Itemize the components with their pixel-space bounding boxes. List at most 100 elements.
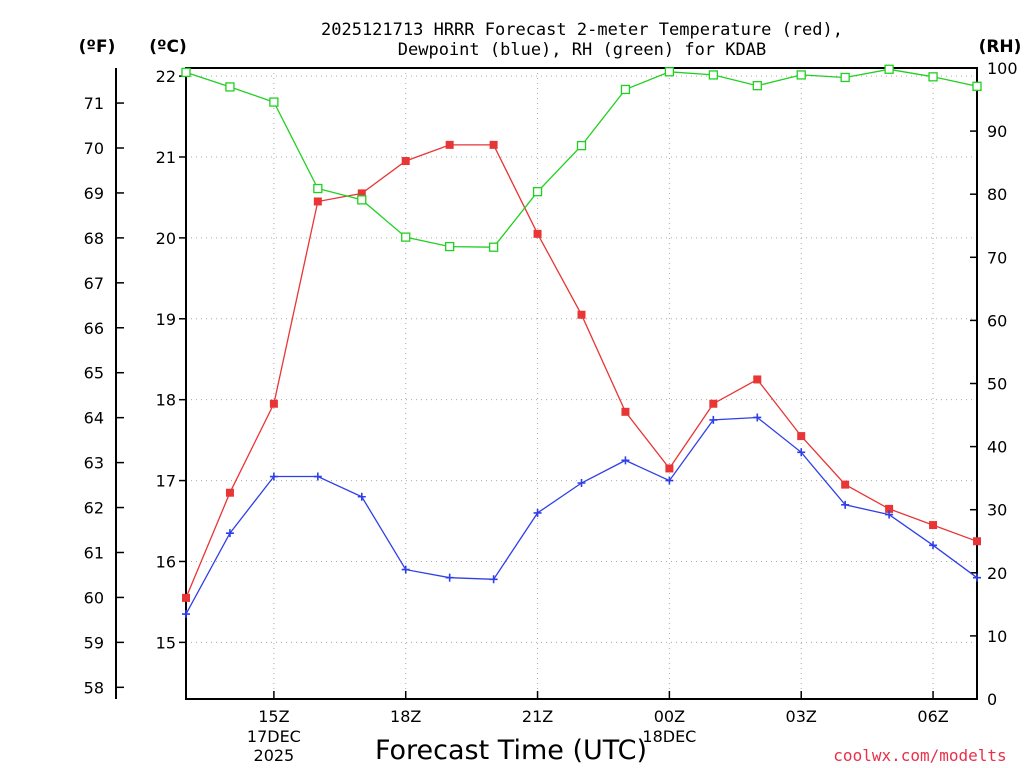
dewpoint-point-7 <box>489 575 498 584</box>
temperature-point-3 <box>313 197 322 206</box>
x-tick-label-21Z: 21Z <box>522 707 553 726</box>
temperature-point-9 <box>577 310 586 319</box>
dewpoint-point-4 <box>357 492 366 501</box>
celsius-tick-label-17: 17 <box>156 472 176 491</box>
fahrenheit-tick-label-59: 59 <box>84 633 104 652</box>
site-credit: coolwx.com/modelts <box>833 746 1006 765</box>
fahrenheit-tick-label-64: 64 <box>84 409 104 428</box>
fahrenheit-tick-label-67: 67 <box>84 274 104 293</box>
temperature-point-15 <box>841 480 850 489</box>
rh-tick-label-0: 0 <box>987 690 997 709</box>
temperature-point-7 <box>489 140 498 149</box>
x-axis-label: Forecast Time (UTC) <box>375 735 647 766</box>
fahrenheit-tick-label-61: 61 <box>84 543 104 562</box>
temperature-point-5 <box>401 157 410 166</box>
chart-title-line-2: Dewpoint (blue), RH (green) for KDAB <box>398 40 766 60</box>
rh-point-2 <box>269 97 279 107</box>
fahrenheit-tick-label-65: 65 <box>84 364 104 383</box>
data-series <box>181 64 982 619</box>
temperature-point-12 <box>709 399 718 408</box>
rh-point-3 <box>313 183 323 194</box>
celsius-unit-label: (ºC) <box>149 37 187 57</box>
dewpoint-point-10 <box>621 456 630 465</box>
dewpoint-point-3 <box>313 472 322 481</box>
temperature-point-14 <box>797 432 806 441</box>
rh-point-18 <box>972 81 982 91</box>
celsius-tick-label-20: 20 <box>156 229 176 248</box>
rh-point-11 <box>664 67 675 77</box>
rh-point-6 <box>445 241 455 252</box>
rh-tick-label-40: 40 <box>987 438 1007 457</box>
dewpoint-point-9 <box>577 479 586 488</box>
rh-point-1 <box>225 82 235 92</box>
temperature-point-17 <box>929 521 938 530</box>
dewpoint-point-8 <box>533 508 542 517</box>
temperature-point-1 <box>225 488 234 497</box>
rh-unit-label: (RH) <box>979 37 1022 57</box>
fahrenheit-tick-label-63: 63 <box>84 454 104 473</box>
fahrenheit-tick-label-69: 69 <box>84 184 104 203</box>
dewpoint-point-11 <box>665 476 674 485</box>
axes: 15 16 17 18 19 20 21 22 58 59 60 61 62 63 64 65 66 67 68 69… <box>84 59 1018 765</box>
rh-point-8 <box>532 187 543 197</box>
x-tick-label-06Z: 06Z <box>917 707 948 726</box>
dewpoint-point-6 <box>445 573 454 582</box>
x-tick-label-15Z: 15Z <box>258 707 289 726</box>
fahrenheit-tick-label-66: 66 <box>84 319 104 338</box>
celsius-tick-label-21: 21 <box>156 148 176 167</box>
rh-tick-label-100: 100 <box>987 59 1018 78</box>
temperature-point-10 <box>621 407 630 416</box>
x-tick-sublabel-17DEC: 17DEC <box>247 727 301 746</box>
dewpoint-point-0 <box>182 610 190 619</box>
rh-point-14 <box>796 70 806 80</box>
rh-tick-label-30: 30 <box>987 501 1007 520</box>
temperature-point-0 <box>182 593 190 602</box>
fahrenheit-tick-label-68: 68 <box>84 229 104 248</box>
temperature-point-4 <box>357 189 366 198</box>
temperature-point-13 <box>753 375 762 384</box>
dewpoint-point-12 <box>709 415 718 424</box>
temperature-point-18 <box>973 537 981 546</box>
rh-point-17 <box>928 72 938 82</box>
x-tick-sublabel-2025: 2025 <box>254 746 295 765</box>
dewpoint-point-17 <box>929 541 938 550</box>
dewpoint-point-14 <box>797 448 806 457</box>
temperature-point-6 <box>445 140 454 149</box>
celsius-tick-label-16: 16 <box>156 552 176 571</box>
fahrenheit-tick-label-62: 62 <box>84 499 104 518</box>
dewpoint-point-5 <box>401 565 410 574</box>
celsius-tick-label-19: 19 <box>156 310 176 329</box>
rh-point-7 <box>488 242 499 252</box>
x-tick-label-03Z: 03Z <box>786 707 817 726</box>
x-tick-label-18Z: 18Z <box>390 707 421 726</box>
dewpoint-point-18 <box>973 573 981 582</box>
rh-point-15 <box>840 72 850 83</box>
rh-tick-label-80: 80 <box>987 185 1007 204</box>
fahrenheit-tick-label-71: 71 <box>84 94 104 113</box>
rh-point-13 <box>752 81 762 91</box>
celsius-tick-label-18: 18 <box>156 391 176 410</box>
temperature-point-16 <box>885 504 894 513</box>
fahrenheit-unit-label: (ºF) <box>79 37 116 57</box>
fahrenheit-tick-label-58: 58 <box>84 678 104 697</box>
dewpoint-point-13 <box>753 413 762 422</box>
rh-point-4 <box>357 195 367 205</box>
rh-tick-label-70: 70 <box>987 248 1007 267</box>
dewpoint-point-15 <box>841 500 850 509</box>
temperature-point-11 <box>665 464 674 473</box>
x-tick-label-00Z: 00Z <box>654 707 685 726</box>
rh-tick-label-90: 90 <box>987 122 1007 141</box>
rh-point-12 <box>708 70 718 80</box>
fahrenheit-tick-label-70: 70 <box>84 139 104 158</box>
rh-tick-label-20: 20 <box>987 564 1007 583</box>
rh-tick-label-60: 60 <box>987 311 1007 330</box>
chart-title-line-1: 2025121713 HRRR Forecast 2-meter Tempera… <box>321 20 843 40</box>
rh-tick-label-10: 10 <box>987 627 1007 646</box>
dewpoint-point-1 <box>225 529 234 538</box>
dewpoint-point-16 <box>885 510 894 519</box>
x-tick-sublabel-18DEC: 18DEC <box>642 727 696 746</box>
rh-point-0 <box>181 67 191 78</box>
temperature-point-8 <box>533 229 542 238</box>
